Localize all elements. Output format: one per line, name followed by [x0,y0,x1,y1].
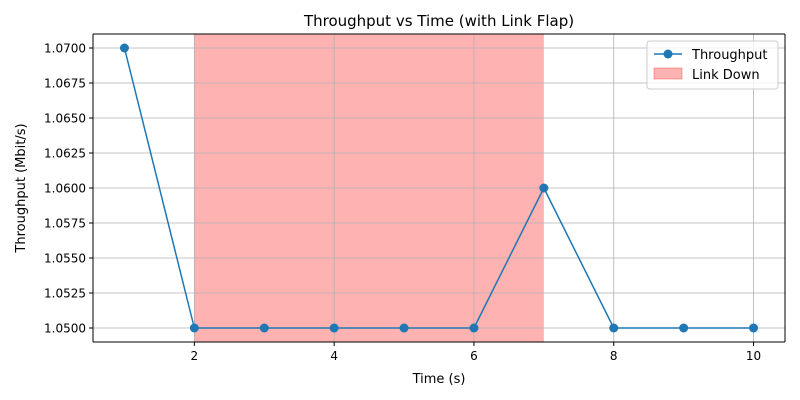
data-point-0-6 [539,183,549,193]
y-tick-label-0: 1.0500 [44,322,86,336]
y-tick-label-8: 1.0700 [44,42,86,56]
series-layer [119,43,759,333]
tick-layer: 2 4 6 8 10 1.0500 1.0525 1.0550 1.0575 1.0600 1.06… [44,42,761,364]
legend-link-down-label: Link Down [692,68,760,83]
data-point-0-0 [119,43,129,53]
y-tick-label-3: 1.0575 [44,217,86,231]
x-tick-label-1: 4 [330,349,338,363]
data-point-0-1 [189,323,199,333]
y-tick-label-7: 1.0675 [44,77,86,91]
legend-frame [646,40,779,90]
chart-title: Throughput vs Time (with Link Flap) [303,12,574,30]
y-tick-label-4: 1.0600 [44,182,86,196]
x-tick-label-3: 8 [610,349,618,363]
y-tick-label-2: 1.0550 [44,252,86,266]
legend-throughput-label: Throughput [691,48,768,63]
data-point-0-3 [329,323,339,333]
x-tick-label-0: 2 [191,349,199,363]
legend-link-down-swatch-icon [653,67,683,80]
x-axis-label: Time (s) [412,372,466,387]
data-point-0-4 [399,323,409,333]
series-line-0 [123,47,754,329]
legend-throughput-marker-icon [663,49,673,59]
data-point-0-7 [609,323,619,333]
x-tick-label-2: 6 [470,349,478,363]
data-point-0-5 [469,323,479,333]
x-tick-label-4: 10 [746,349,761,363]
data-point-0-8 [679,323,689,333]
data-point-0-2 [259,323,269,333]
data-point-0-9 [749,323,759,333]
y-tick-label-5: 1.0625 [44,147,86,161]
y-tick-label-1: 1.0525 [44,287,86,301]
y-axis-label: Throughput (Mbit/s) [14,123,29,253]
legend: Throughput Link Down [646,40,779,90]
y-tick-label-6: 1.0650 [44,112,86,126]
